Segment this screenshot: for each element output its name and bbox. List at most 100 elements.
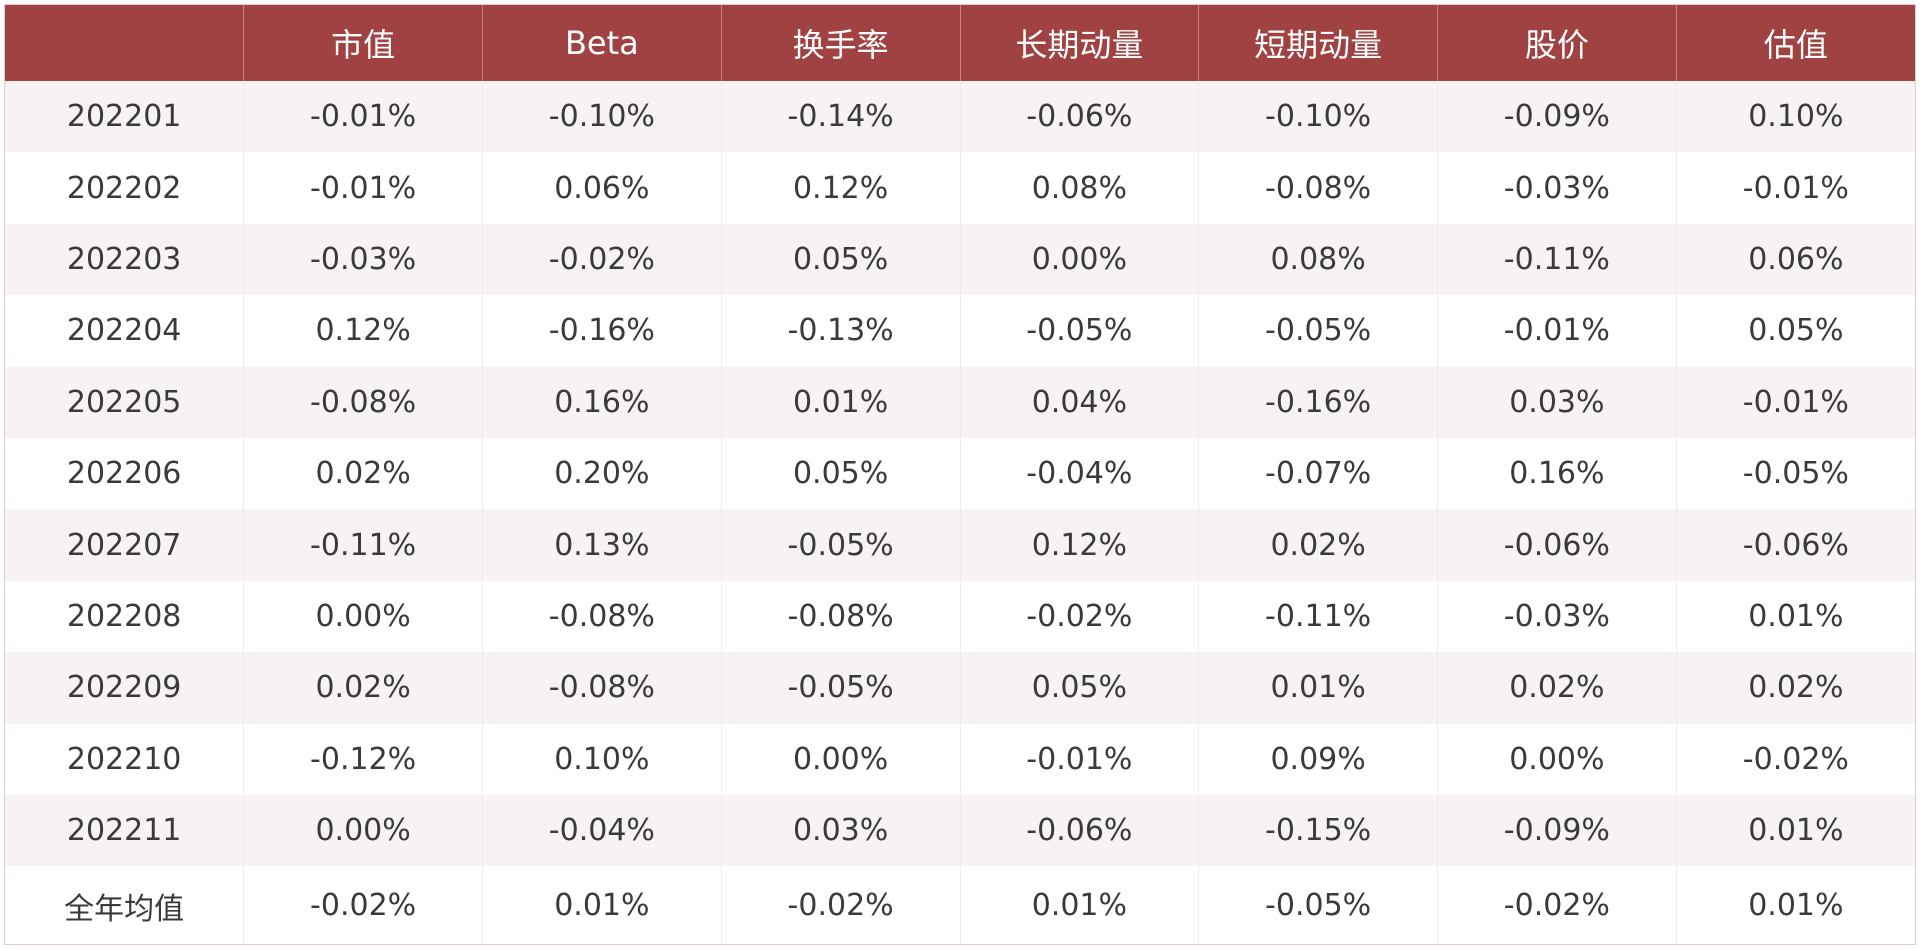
value-cell: -0.13% <box>721 295 961 367</box>
header-cell-turnover: 换手率 <box>721 5 961 81</box>
value-cell: -0.06% <box>960 81 1200 153</box>
table-row: 202207 -0.11% 0.13% -0.05% 0.12% 0.02% -0.06% -… <box>5 509 1915 581</box>
value-cell: 0.03% <box>721 794 961 867</box>
value-cell: -0.09% <box>1437 81 1677 153</box>
value-cell: 0.01% <box>721 366 961 438</box>
value-cell: 0.06% <box>1676 223 1915 296</box>
value-cell: -0.06% <box>960 794 1200 867</box>
value-cell: 0.00% <box>721 723 961 795</box>
header-cell-market-cap: 市值 <box>243 5 483 81</box>
value-cell: 0.12% <box>960 509 1200 581</box>
value-cell: -0.04% <box>482 794 722 867</box>
row-label-cell: 202201 <box>5 81 245 153</box>
value-cell: 0.08% <box>960 152 1200 224</box>
header-row: 市值 Beta 换手率 长期动量 短期动量 股价 估值 <box>5 5 1915 81</box>
value-cell: 0.01% <box>1676 580 1915 653</box>
row-label-cell: 202206 <box>5 437 245 510</box>
value-cell: 0.02% <box>1437 652 1677 724</box>
value-cell: 0.00% <box>243 580 483 653</box>
value-cell: -0.16% <box>482 295 722 367</box>
value-cell: 0.16% <box>482 366 722 438</box>
value-cell: 0.12% <box>721 152 961 224</box>
value-cell: -0.01% <box>1676 366 1915 438</box>
table-row: 202204 0.12% -0.16% -0.13% -0.05% -0.05% -0.01… <box>5 295 1915 367</box>
value-cell: -0.07% <box>1198 437 1438 510</box>
table-row: 202201 -0.01% -0.10% -0.14% -0.06% -0.10% -0.0… <box>5 81 1915 153</box>
value-cell: -0.03% <box>1437 152 1677 224</box>
row-label-cell: 202205 <box>5 366 245 438</box>
factor-return-table-frame: 市值 Beta 换手率 长期动量 短期动量 股价 估值 202201 -0.01%… <box>4 4 1916 945</box>
value-cell: -0.05% <box>1676 437 1915 510</box>
header-cell-short-momentum: 短期动量 <box>1198 5 1438 81</box>
value-cell: -0.14% <box>721 81 961 153</box>
value-cell: -0.01% <box>1437 295 1677 367</box>
value-cell: 0.00% <box>960 223 1200 296</box>
value-cell: -0.05% <box>1198 866 1438 944</box>
table-row: 202210 -0.12% 0.10% 0.00% -0.01% 0.09% 0.00% -0… <box>5 723 1915 795</box>
value-cell: 0.00% <box>1437 723 1677 795</box>
value-cell: -0.02% <box>721 866 961 944</box>
value-cell: -0.10% <box>482 81 722 153</box>
value-cell: -0.08% <box>1198 152 1438 224</box>
value-cell: -0.08% <box>721 580 961 653</box>
value-cell: 0.01% <box>1676 794 1915 867</box>
value-cell: -0.03% <box>1437 580 1677 653</box>
value-cell: -0.05% <box>721 509 961 581</box>
header-cell-long-momentum: 长期动量 <box>960 5 1200 81</box>
table-row: 202211 0.00% -0.04% 0.03% -0.06% -0.15% -0.09%… <box>5 794 1915 867</box>
value-cell: -0.02% <box>482 223 722 296</box>
value-cell: 0.10% <box>1676 81 1915 153</box>
value-cell: 0.08% <box>1198 223 1438 296</box>
value-cell: -0.08% <box>243 366 483 438</box>
value-cell: 0.02% <box>243 437 483 510</box>
value-cell: 0.00% <box>243 794 483 867</box>
table-body: 202201 -0.01% -0.10% -0.14% -0.06% -0.10% -0.0… <box>5 81 1915 944</box>
value-cell: -0.10% <box>1198 81 1438 153</box>
value-cell: 0.05% <box>721 223 961 296</box>
value-cell: -0.04% <box>960 437 1200 510</box>
value-cell: 0.02% <box>1198 509 1438 581</box>
value-cell: 0.03% <box>1437 366 1677 438</box>
value-cell: -0.02% <box>1676 723 1915 795</box>
value-cell: -0.11% <box>243 509 483 581</box>
value-cell: 0.01% <box>1198 652 1438 724</box>
value-cell: -0.02% <box>243 866 483 944</box>
summary-row: 全年均值 -0.02% 0.01% -0.02% 0.01% -0.05% -0.02% 0.… <box>5 866 1915 944</box>
value-cell: 0.09% <box>1198 723 1438 795</box>
value-cell: 0.05% <box>1676 295 1915 367</box>
table-row: 202208 0.00% -0.08% -0.08% -0.02% -0.11% -0.03… <box>5 580 1915 653</box>
value-cell: -0.05% <box>1198 295 1438 367</box>
value-cell: -0.16% <box>1198 366 1438 438</box>
value-cell: -0.01% <box>960 723 1200 795</box>
value-cell: 0.05% <box>960 652 1200 724</box>
table-row: 202206 0.02% 0.20% 0.05% -0.04% -0.07% 0.16% -0… <box>5 437 1915 510</box>
value-cell: -0.11% <box>1437 223 1677 296</box>
value-cell: 0.10% <box>482 723 722 795</box>
value-cell: -0.01% <box>243 152 483 224</box>
row-label-cell: 202204 <box>5 295 245 367</box>
value-cell: 0.20% <box>482 437 722 510</box>
value-cell: -0.02% <box>960 580 1200 653</box>
value-cell: 0.01% <box>1676 866 1915 944</box>
value-cell: -0.05% <box>721 652 961 724</box>
value-cell: 0.05% <box>721 437 961 510</box>
header-cell-price: 股价 <box>1437 5 1677 81</box>
value-cell: 0.04% <box>960 366 1200 438</box>
value-cell: -0.03% <box>243 223 483 296</box>
value-cell: 0.12% <box>243 295 483 367</box>
value-cell: -0.12% <box>243 723 483 795</box>
value-cell: 0.01% <box>482 866 722 944</box>
value-cell: 0.13% <box>482 509 722 581</box>
value-cell: 0.02% <box>1676 652 1915 724</box>
header-cell-period <box>5 5 245 81</box>
value-cell: 0.01% <box>960 866 1200 944</box>
row-label-cell: 202208 <box>5 580 245 653</box>
value-cell: -0.06% <box>1676 509 1915 581</box>
factor-return-table: 市值 Beta 换手率 长期动量 短期动量 股价 估值 202201 -0.01%… <box>5 5 1915 944</box>
value-cell: -0.11% <box>1198 580 1438 653</box>
header-cell-valuation: 估值 <box>1676 5 1915 81</box>
value-cell: 0.02% <box>243 652 483 724</box>
value-cell: -0.05% <box>960 295 1200 367</box>
value-cell: 0.16% <box>1437 437 1677 510</box>
value-cell: 0.06% <box>482 152 722 224</box>
